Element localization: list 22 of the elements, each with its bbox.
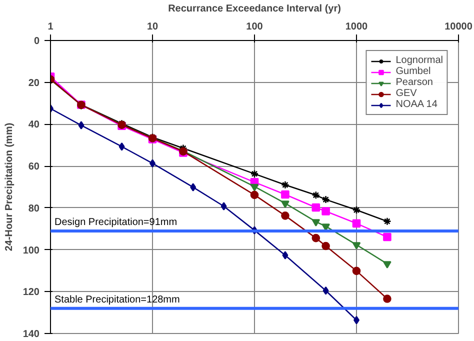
x-tick-label: 100 [246, 22, 264, 32]
y-tick-label: 40 [28, 120, 40, 131]
legend-label: GEV [396, 88, 417, 99]
x-tick-label: 10 [146, 22, 158, 32]
y-tick-label: 20 [28, 78, 40, 89]
legend-label: Pearson [396, 77, 433, 88]
y-tick-label: 140 [22, 329, 40, 340]
ref-line-label: Design Precipitation=91mm [54, 216, 178, 228]
y-tick-label: 120 [22, 287, 40, 298]
y-tick-label: 80 [28, 203, 40, 214]
x-tick-label: 1000 [345, 22, 368, 32]
legend-label: Gumbel [396, 66, 431, 77]
legend-label: Lognormal [396, 55, 443, 66]
y-tick-label: 0 [34, 36, 40, 47]
legend-label: NOAA 14 [396, 99, 438, 110]
x-tick-label: 1 [48, 22, 54, 32]
x-axis-title: Recurrance Exceedance Interval (yr) [168, 4, 341, 14]
x-tick-label: 10000 [444, 22, 473, 32]
y-axis-title: 24-Hour Precipitation (mm) [4, 122, 15, 252]
y-tick-label: 60 [28, 162, 40, 173]
ref-line-label: Stable Precipitation=128mm [54, 294, 180, 306]
y-tick-label: 100 [22, 245, 40, 256]
